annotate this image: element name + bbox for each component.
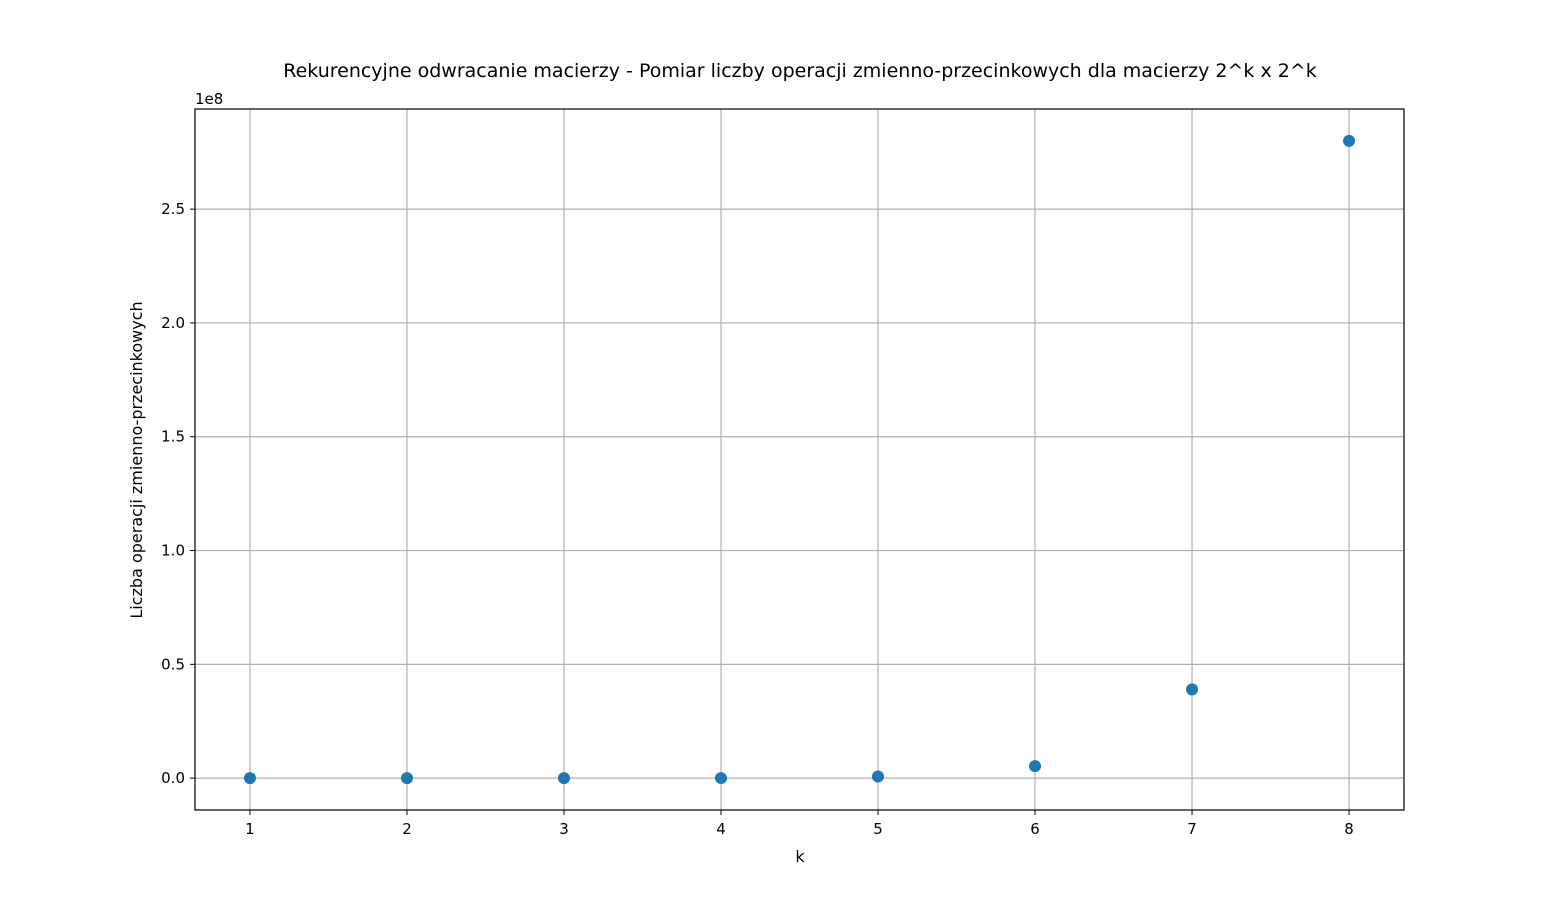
y-tick-label: 2.5: [161, 200, 185, 218]
y-tick-label: 1.0: [161, 542, 185, 560]
data-point: [872, 770, 885, 783]
x-tick-label: 5: [873, 820, 883, 838]
x-tick-label: 6: [1030, 820, 1040, 838]
grid: [195, 109, 1404, 810]
data-point: [400, 772, 413, 785]
axis-ticks: 1 2 3 4 5 6 7 8 0.0 0.5 1.0 1.5 2.0 2.5: [161, 200, 1354, 838]
x-tick-label: 4: [716, 820, 726, 838]
x-axis-label: k: [795, 847, 805, 866]
y-offset-text: 1e8: [195, 90, 223, 108]
y-tick-label: 0.5: [161, 655, 185, 673]
y-axis-label: Liczba operacji zmienno-przecinkowych: [127, 301, 146, 618]
data-point: [1029, 760, 1042, 773]
x-tick-label: 8: [1344, 820, 1354, 838]
data-point: [243, 772, 256, 785]
y-tick-label: 0.0: [161, 769, 185, 787]
plot-frame: [194, 108, 1405, 811]
y-tick-label: 1.5: [161, 428, 185, 446]
data-point: [1186, 683, 1199, 696]
y-tick-label: 2.0: [161, 314, 185, 332]
x-tick-label: 3: [559, 820, 569, 838]
data-point: [714, 772, 727, 785]
data-point: [1343, 134, 1356, 147]
x-tick-label: 7: [1187, 820, 1197, 838]
chart-title: Rekurencyjne odwracanie macierzy - Pomia…: [283, 60, 1317, 82]
data-points: [243, 134, 1356, 785]
data-point: [557, 772, 570, 785]
x-tick-label: 2: [402, 820, 412, 838]
x-tick-label: 1: [245, 820, 255, 838]
